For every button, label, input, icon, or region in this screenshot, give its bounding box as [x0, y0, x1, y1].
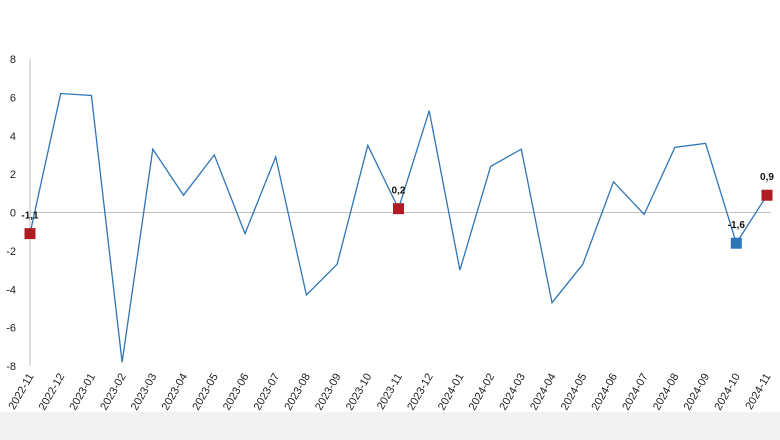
x-tick-label: 2023-03: [129, 372, 160, 413]
x-tick-label: 2024-09: [682, 372, 713, 413]
data-point: [643, 213, 646, 216]
x-tick-label: 2024-06: [589, 372, 620, 413]
x-tick-label: 2022-11: [6, 372, 36, 412]
data-point: [673, 146, 676, 149]
x-tick-label: 2023-07: [252, 372, 283, 413]
data-point: [243, 232, 246, 235]
x-tick-label: 2024-02: [467, 372, 498, 413]
bottom-band: [0, 412, 780, 440]
data-point: [458, 269, 461, 272]
data-point: [489, 165, 492, 168]
series: [29, 92, 768, 364]
x-tick-label: 2023-12: [405, 372, 436, 413]
data-point: [305, 294, 308, 297]
data-point: [59, 92, 62, 95]
y-tick-label: 0: [10, 208, 16, 220]
data-point: [151, 148, 154, 151]
x-tick-label: 2023-04: [160, 372, 191, 413]
data-point: [366, 144, 369, 147]
x-tick-label: 2024-03: [497, 372, 528, 413]
x-axis-tick-labels: 2022-11 2022-12 2023-01 2023-02 2023-03 2023-…: [6, 372, 773, 413]
y-tick-label: -4: [6, 284, 16, 296]
y-tick-label: -2: [6, 246, 16, 258]
x-tick-label: 2023-01: [67, 372, 98, 413]
data-point: [581, 263, 584, 266]
y-axis-tick-labels: 8 6 4 2 0 -2 -4 -6 -8: [6, 54, 16, 373]
data-label: 0,2: [392, 186, 406, 197]
highlight-marker: [24, 228, 36, 240]
y-tick-label: 6: [10, 92, 16, 104]
highlight-marker: [393, 203, 404, 215]
x-tick-label: 2024-05: [559, 372, 590, 413]
data-labels: -1,1 0,2 -1,6 0,9: [21, 172, 774, 231]
data-point: [704, 142, 707, 145]
data-point: [213, 153, 216, 156]
x-tick-label: 2023-10: [344, 372, 375, 413]
data-point: [121, 361, 124, 364]
x-tick-label: 2024-07: [620, 372, 651, 413]
highlight-markers: [24, 189, 773, 249]
x-tick-label: 2022-12: [37, 372, 68, 413]
x-tick-label: 2023-09: [313, 372, 344, 413]
data-label: 0,9: [760, 172, 774, 183]
data-point: [274, 155, 277, 158]
x-tick-label: 2024-04: [528, 372, 559, 413]
x-tick-label: 2023-06: [221, 372, 252, 413]
y-tick-label: 8: [10, 54, 16, 66]
y-tick-label: -6: [6, 323, 16, 335]
x-tick-label: 2023-02: [98, 372, 129, 413]
highlight-marker: [730, 237, 742, 249]
x-tick-label: 2023-05: [190, 372, 221, 413]
data-point: [551, 301, 554, 304]
x-tick-label: 2024-01: [436, 372, 467, 413]
x-tick-label: 2024-11: [743, 372, 773, 412]
data-label: -1,6: [728, 220, 746, 231]
x-tick-label: 2023-11: [375, 372, 405, 412]
highlight-marker: [761, 189, 773, 201]
series-line: [29, 92, 768, 363]
data-point: [90, 94, 93, 97]
data-label: -1,1: [21, 211, 39, 222]
x-tick-label: 2024-10: [712, 372, 743, 413]
data-point: [182, 194, 185, 197]
data-point: [520, 148, 523, 151]
data-point: [428, 109, 431, 112]
data-point: [336, 263, 339, 266]
x-tick-label: 2023-08: [282, 372, 313, 413]
y-tick-label: -8: [6, 361, 16, 373]
y-tick-label: 4: [10, 131, 16, 143]
data-point: [612, 180, 615, 183]
y-tick-label: 2: [10, 169, 16, 181]
x-tick-label: 2024-08: [651, 372, 682, 413]
